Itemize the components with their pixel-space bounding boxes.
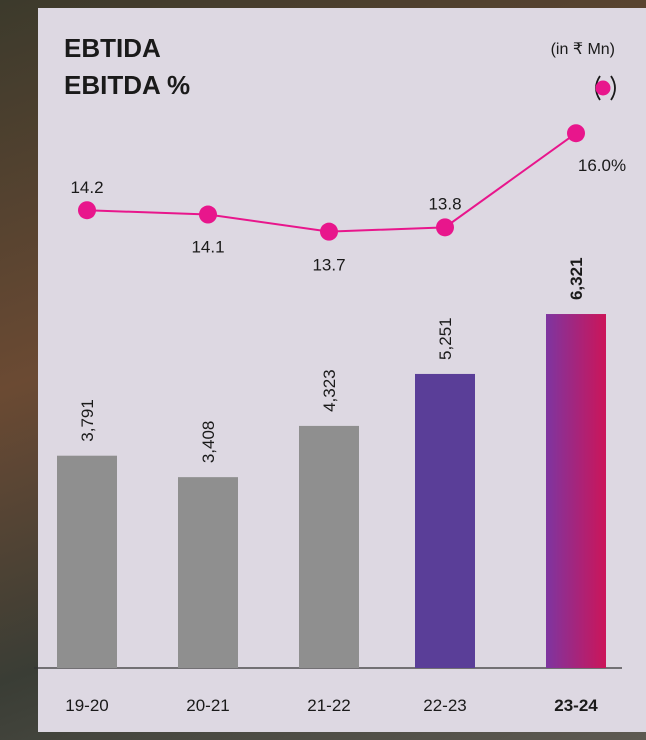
line-point [436, 218, 454, 236]
chart-title: EBTIDA [64, 33, 161, 63]
bar-value-label: 3,408 [199, 421, 218, 464]
bar [57, 456, 117, 668]
line-point [199, 206, 217, 224]
line-value-label: 14.2 [70, 178, 103, 197]
bar [299, 426, 359, 668]
unit-label: (in ₹ Mn) [551, 41, 615, 58]
x-tick-label: 20-21 [186, 696, 229, 715]
bar [415, 374, 475, 668]
line-point [567, 124, 585, 142]
bar-value-label: 6,321 [567, 257, 586, 300]
line-value-label: 13.7 [312, 256, 345, 275]
x-tick-label: 23-24 [554, 696, 598, 715]
line-value-label: 14.1 [191, 238, 224, 257]
line-point [320, 223, 338, 241]
bar-value-label: 3,791 [78, 399, 97, 442]
x-tick-label: 19-20 [65, 696, 108, 715]
line-value-label: 13.8 [428, 194, 461, 213]
legend-dot [596, 81, 611, 96]
bar [546, 314, 606, 668]
x-tick-label: 22-23 [423, 696, 466, 715]
line-point [78, 201, 96, 219]
bar-value-label: 5,251 [436, 317, 455, 360]
bar [178, 477, 238, 668]
line-value-label: 16.0% [578, 156, 626, 175]
chart-subtitle: EBITDA % [64, 70, 190, 100]
bar-value-label: 4,323 [320, 369, 339, 412]
x-tick-label: 21-22 [307, 696, 350, 715]
